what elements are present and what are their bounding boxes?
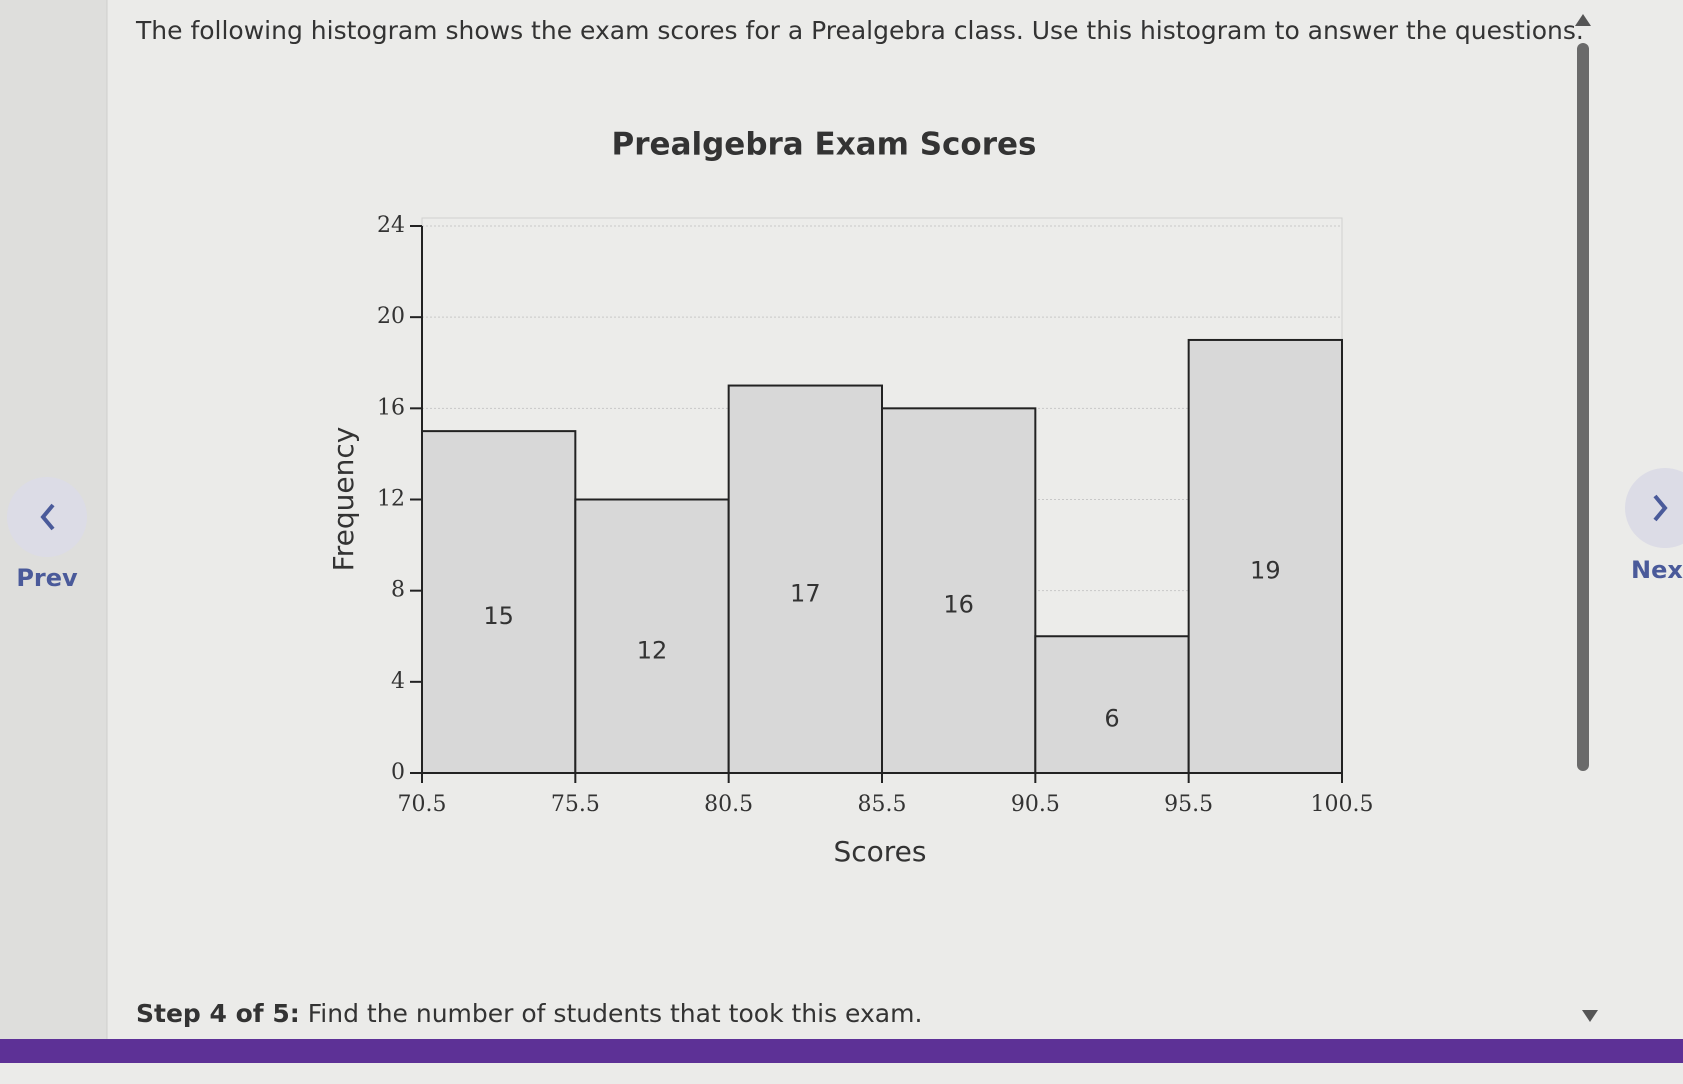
data-label: 15 [483,602,514,630]
x-axis-label: Scores [833,835,926,868]
chart-title: Prealgebra Exam Scores [612,127,1037,163]
y-tick-label: 4 [391,669,405,694]
scroll-up[interactable] [1575,14,1591,26]
x-tick-label: 85.5 [858,792,907,817]
step-body: Find the number of students that took th… [308,999,923,1028]
x-tick-label: 80.5 [704,792,753,817]
data-label: 12 [637,636,668,664]
bar [421,430,577,774]
prev-button[interactable] [7,477,87,557]
data-label: 6 [1104,705,1119,733]
y-tick-label: 24 [377,213,405,238]
x-tick-label: 75.5 [551,792,600,817]
y-tick-label: 12 [377,487,405,512]
x-tick-label: 100.5 [1311,792,1374,817]
next-icon [1653,494,1668,522]
scroll-down[interactable] [1582,1010,1598,1022]
prev-label[interactable]: Prev [16,564,78,592]
next-button[interactable] [1625,468,1683,548]
data-label: 16 [943,591,974,619]
intro-text: The following histogram shows the exam s… [135,16,1584,45]
scrollbar[interactable] [1577,43,1589,771]
data-label: 19 [1250,556,1281,584]
step-label: Step 4 of 5: [136,999,300,1028]
chart: Prealgebra Exam Scores Scores Frequency … [327,127,1373,869]
data-label: 17 [790,579,821,607]
y-tick-label: 0 [391,760,405,785]
bar [727,384,884,774]
y-tick-label: 16 [377,395,405,420]
y-axis-label: Frequency [327,427,360,572]
step-text: Step 4 of 5: Find the number of students… [136,999,922,1028]
bar [881,407,1037,774]
x-tick-label: 95.5 [1164,792,1213,817]
next-label[interactable]: Nex [1631,556,1683,584]
bar [1187,338,1343,774]
y-tick-label: 20 [377,304,405,329]
x-tick-label: 90.5 [1011,792,1060,817]
prev-icon [40,503,55,531]
bottom-bar [0,1039,1683,1063]
y-tick-label: 8 [391,578,405,603]
x-tick-label: 70.5 [398,792,447,817]
